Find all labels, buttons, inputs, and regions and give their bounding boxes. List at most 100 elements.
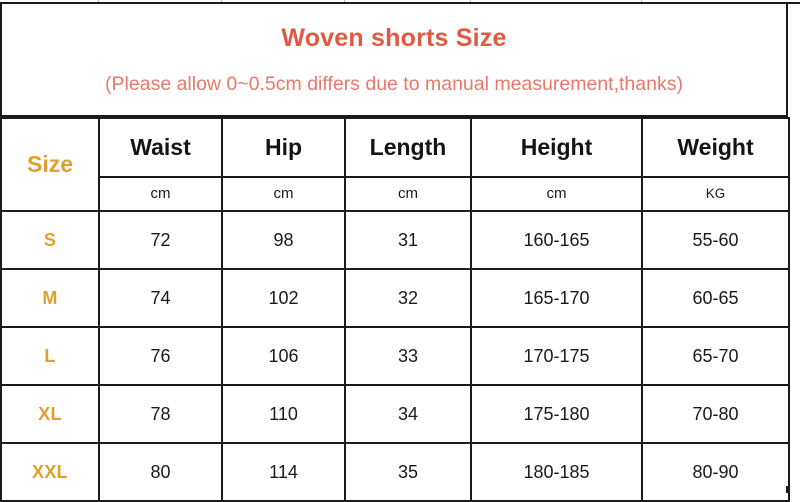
table-unit-row: cm cm cm cm KG	[1, 176, 790, 212]
column-header-waist: Waist	[98, 117, 223, 178]
cell-length: 33	[344, 326, 472, 386]
hip-value: 110	[269, 403, 298, 424]
size-value: M	[42, 287, 58, 308]
column-header-hip-label: Hip	[264, 134, 303, 160]
waist-value: 76	[150, 345, 171, 366]
length-value: 32	[397, 287, 419, 308]
cell-weight: 55-60	[641, 210, 790, 270]
weight-value: 70-80	[692, 403, 739, 424]
hip-value: 106	[268, 345, 299, 366]
unit-waist: cm	[150, 185, 171, 202]
unit-cell-hip: cm	[221, 176, 346, 212]
column-header-waist-label: Waist	[130, 134, 191, 160]
column-header-weight-label: Weight	[677, 134, 754, 160]
table-header-row: Size Waist Hip Length Height Weight	[0, 117, 790, 212]
measurement-disclaimer: (Please allow 0~0.5cm differs due to man…	[105, 72, 683, 95]
length-value: 33	[397, 345, 419, 366]
cell-size: XXL	[0, 442, 100, 502]
size-value: S	[43, 229, 57, 250]
waist-value: 74	[150, 287, 171, 308]
cell-height: 165-170	[470, 268, 643, 328]
cell-length: 31	[344, 210, 472, 270]
height-value: 170-175	[523, 345, 590, 366]
hip-value: 98	[273, 229, 294, 250]
weight-value: 60-65	[692, 287, 739, 308]
cell-weight: 70-80	[641, 384, 790, 444]
unit-cell-length: cm	[344, 176, 472, 212]
cell-waist: 72	[98, 210, 223, 270]
cell-waist: 74	[98, 268, 223, 328]
column-header-height-label: Height	[520, 134, 593, 160]
column-header-weight: Weight	[641, 117, 790, 178]
height-value: 165-170	[523, 287, 590, 308]
cell-size: L	[0, 326, 100, 386]
weight-value: 55-60	[692, 229, 739, 250]
size-chart-table: Size Waist Hip Length Height Weight	[0, 117, 790, 502]
grid-line	[98, 0, 99, 2]
unit-height: cm	[546, 185, 567, 202]
unit-cell-height: cm	[470, 176, 643, 212]
cell-waist: 78	[98, 384, 223, 444]
unit-cell-waist: cm	[98, 176, 223, 212]
grid-line	[641, 0, 642, 2]
cell-size: S	[0, 210, 100, 270]
grid-line	[344, 0, 345, 2]
column-header-size: Size	[0, 117, 100, 212]
table-row: XL 78 110 34 175-180 70-80	[0, 384, 790, 444]
size-value: L	[44, 345, 56, 366]
cell-size: XL	[0, 384, 100, 444]
cell-length: 34	[344, 384, 472, 444]
column-header-hip: Hip	[221, 117, 346, 178]
cell-weight: 60-65	[641, 268, 790, 328]
table-row: L 76 106 33 170-175 65-70	[0, 326, 790, 386]
length-value: 31	[397, 229, 419, 250]
cell-hip: 98	[221, 210, 346, 270]
size-value: XXL	[32, 461, 68, 482]
grid-line	[344, 486, 346, 493]
unit-hip: cm	[273, 185, 294, 202]
size-value: XL	[38, 403, 62, 424]
grid-line	[221, 0, 222, 2]
weight-value: 80-90	[692, 461, 739, 482]
unit-length: cm	[398, 185, 418, 202]
column-header-length-label: Length	[369, 134, 447, 160]
cell-height: 175-180	[470, 384, 643, 444]
cell-hip: 110	[221, 384, 346, 444]
grid-line	[470, 0, 471, 2]
height-value: 180-185	[523, 461, 590, 482]
grid-line	[470, 486, 472, 493]
table-row: M 74 102 32 165-170 60-65	[0, 268, 790, 328]
grid-line	[98, 486, 100, 493]
page-title: Woven shorts Size	[281, 23, 507, 52]
cell-size: M	[0, 268, 100, 328]
table-row: S 72 98 31 160-165 55-60	[0, 210, 790, 270]
waist-value: 78	[150, 403, 171, 424]
cell-length: 32	[344, 268, 472, 328]
length-value: 34	[397, 403, 419, 424]
cell-height: 160-165	[470, 210, 643, 270]
length-value: 35	[397, 461, 419, 482]
cell-height: 170-175	[470, 326, 643, 386]
unit-cell-weight: KG	[641, 176, 790, 212]
hip-value: 102	[268, 287, 299, 308]
weight-value: 65-70	[692, 345, 739, 366]
column-header-length: Length	[344, 117, 472, 178]
unit-weight: KG	[705, 186, 726, 201]
waist-value: 72	[150, 229, 171, 250]
cell-weight: 65-70	[641, 326, 790, 386]
grid-line	[221, 486, 223, 493]
cell-hip: 106	[221, 326, 346, 386]
cell-waist: 76	[98, 326, 223, 386]
chart-header-banner: Woven shorts Size (Please allow 0~0.5cm …	[0, 4, 788, 117]
height-value: 175-180	[523, 403, 590, 424]
cropped-row-below	[0, 486, 788, 493]
column-header-size-label: Size	[26, 151, 74, 177]
cropped-row-above	[0, 0, 800, 4]
cell-hip: 102	[221, 268, 346, 328]
waist-value: 80	[150, 461, 171, 482]
hip-value: 114	[269, 461, 298, 482]
grid-line	[641, 486, 643, 493]
column-header-height: Height	[470, 117, 643, 178]
height-value: 160-165	[523, 229, 590, 250]
